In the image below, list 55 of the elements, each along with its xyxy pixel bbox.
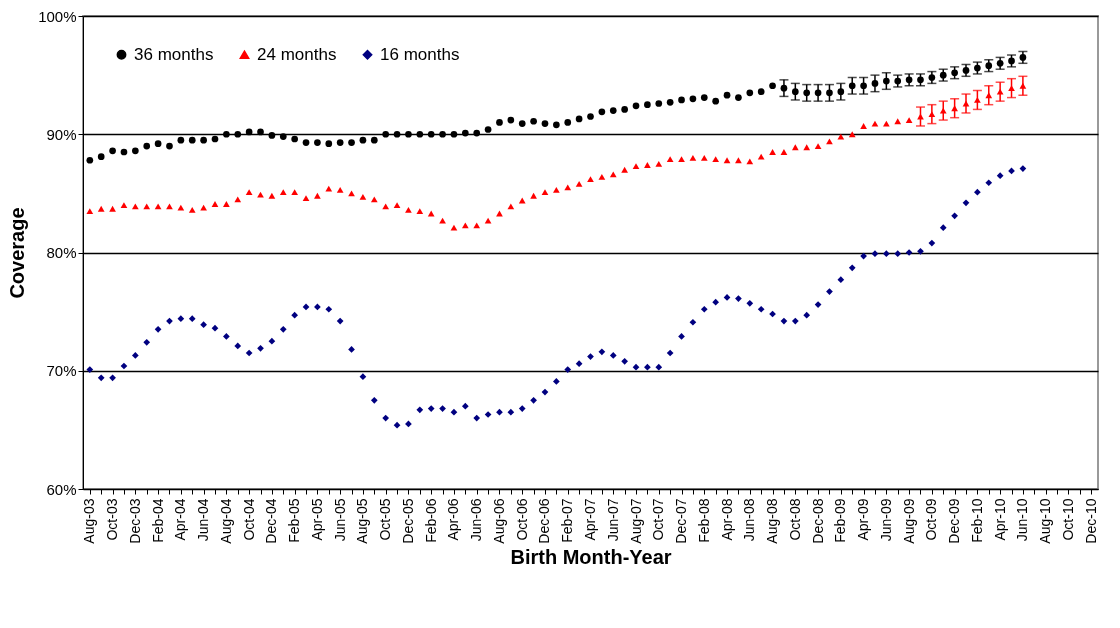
y-tick-label: 80% [46,244,77,261]
x-tick-label: Apr-05 [308,498,325,541]
x-tick-label: Dec-06 [536,498,553,544]
x-tick-label: Aug-09 [900,498,917,544]
x-tick-label: Oct-09 [923,498,940,541]
x-tick-label: Apr-04 [172,498,189,541]
legend-label: 36 months [134,44,214,64]
x-tick-label: Feb-10 [968,498,985,543]
x-tick-label: Jun-10 [1014,498,1031,542]
x-tick-label: Jun-08 [741,498,758,542]
x-tick-label: Aug-05 [354,498,371,544]
x-tick-label: Aug-08 [764,498,781,544]
x-tick-label: Aug-06 [490,498,507,544]
legend-label: 16 months [380,44,460,64]
x-tick-label: Apr-10 [991,498,1008,541]
x-tick-label: Aug-07 [627,498,644,544]
x-tick-label: Dec-05 [399,498,416,544]
x-tick-label: Dec-07 [673,498,690,544]
x-tick-label: Feb-06 [422,498,439,543]
y-tick-label: 70% [46,362,77,380]
x-tick-label: Oct-06 [513,498,530,541]
x-tick-label: Dec-09 [946,498,963,544]
legend-label: 24 months [257,44,337,64]
x-axis-title: Birth Month-Year [510,545,672,568]
x-tick-label: Apr-09 [855,498,872,541]
x-tick-label: Aug-04 [217,498,234,544]
x-tick-label: Dec-03 [126,498,143,544]
x-tick-label: Aug-03 [81,498,98,544]
x-tick-label: Feb-08 [695,498,712,543]
x-tick-label: Oct-05 [377,498,394,541]
x-tick-label: Dec-08 [809,498,826,544]
x-tick-label: Feb-05 [286,498,303,543]
x-tick-label: Dec-10 [1082,498,1099,544]
x-tick-label: Dec-04 [263,498,280,544]
y-tick-label: 90% [46,125,77,143]
x-tick-label: Oct-10 [1059,498,1076,541]
x-tick-label: Oct-03 [104,498,121,541]
x-tick-label: Apr-08 [718,498,735,541]
x-tick-label: Feb-09 [832,498,849,543]
x-tick-label: Jun-09 [877,498,894,542]
x-tick-label: Oct-04 [240,498,257,541]
x-tick-label: Feb-04 [149,498,166,543]
x-tick-label: Aug-10 [1037,498,1054,544]
x-tick-label: Jun-06 [468,498,485,542]
y-axis-title: Coverage [6,207,29,299]
y-tick-label: 60% [46,480,77,498]
x-tick-label: Apr-06 [445,498,462,541]
x-tick-label: Apr-07 [582,498,598,541]
x-tick-label: Jun-04 [195,498,212,542]
x-tick-label: Oct-07 [650,498,667,541]
x-tick-label: Jun-07 [604,498,621,542]
x-tick-label: Jun-05 [331,498,348,542]
x-tick-label: Feb-07 [559,498,576,543]
x-tick-label: Oct-08 [786,498,803,541]
y-tick-label: 100% [38,7,77,25]
